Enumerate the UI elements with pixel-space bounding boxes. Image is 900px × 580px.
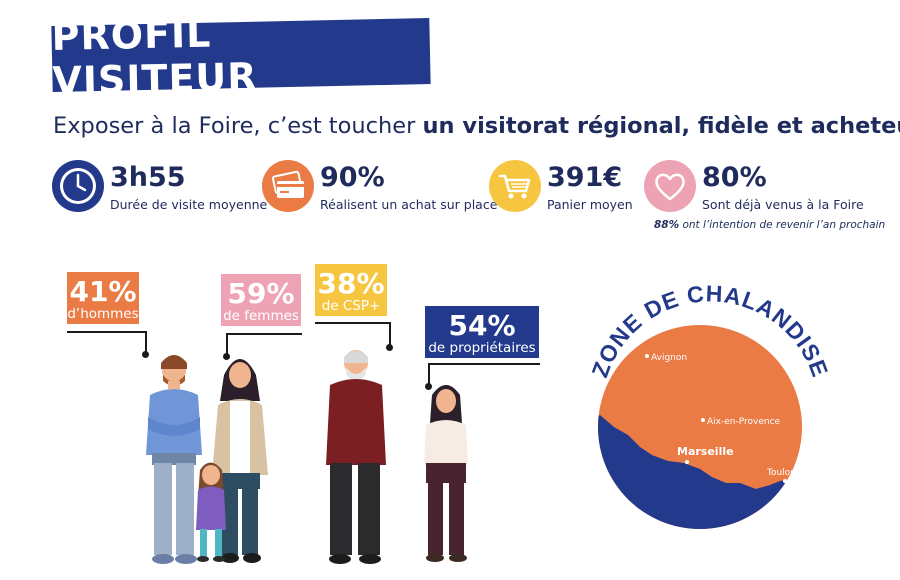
- leader-dot: [142, 351, 149, 358]
- young-woman-figure: [424, 385, 468, 562]
- heart-icon: [644, 160, 696, 212]
- girl-figure: [196, 462, 226, 562]
- stat-value: 391€: [547, 162, 623, 193]
- tag-percent: 41%: [69, 275, 137, 308]
- leader-line: [226, 333, 302, 357]
- shopping-cart-icon: [489, 160, 541, 212]
- stat-label: Durée de visite moyenne: [110, 197, 268, 212]
- woman-figure: [212, 359, 268, 563]
- tag-label: de femmes: [223, 308, 299, 324]
- tag-women: 59% de femmes: [221, 274, 301, 326]
- stat-value: 3h55: [110, 162, 186, 193]
- tag-percent: 38%: [317, 267, 385, 300]
- tag-label: de CSP+: [321, 298, 381, 314]
- tag-percent: 59%: [227, 277, 295, 310]
- tag-owners: 54% de propriétaires: [425, 306, 539, 358]
- visitors-illustration: [146, 350, 468, 564]
- city-marseille: Marseille: [677, 445, 734, 458]
- leader-dot: [223, 353, 230, 360]
- leader-dot: [425, 383, 432, 390]
- credit-card-icon: [262, 160, 314, 212]
- clock-icon: [52, 160, 104, 212]
- leader-dot: [386, 344, 393, 351]
- leader-line: [315, 322, 391, 348]
- subtitle: Exposer à la Foire, c’est toucher un vis…: [53, 113, 900, 139]
- stat-label: Panier moyen: [547, 197, 633, 212]
- leader-line: [428, 363, 540, 387]
- page-title: PROFIL VISITEUR: [51, 11, 258, 103]
- man-figure: [146, 355, 202, 564]
- leader-line: [67, 331, 147, 355]
- zone-map: ZONE DE CHALANDISE Avignon Aix-en-Proven…: [586, 280, 833, 529]
- city-aix: Aix-en-Provence: [707, 417, 781, 427]
- tag-csp: 38% de CSP+: [315, 264, 387, 316]
- tag-percent: 54%: [448, 309, 516, 342]
- stat-loyalty: 80% Sont déjà venus à la Foire: [644, 160, 864, 220]
- stat-label: Réalisent un achat sur place: [320, 197, 498, 212]
- stat-basket: 391€ Panier moyen: [489, 160, 639, 220]
- note-value: 88%: [654, 219, 680, 231]
- tag-label: d’hommes: [67, 306, 139, 322]
- city-avignon: Avignon: [651, 353, 687, 363]
- stat-visit-duration: 3h55 Durée de visite moyenne: [52, 160, 267, 220]
- tag-label: de propriétaires: [428, 340, 536, 356]
- title-banner: PROFIL VISITEUR: [51, 12, 431, 103]
- senior-man-figure: [326, 350, 386, 564]
- stat-label: Sont déjà venus à la Foire: [702, 197, 864, 212]
- stat-value: 80%: [702, 162, 767, 193]
- subtitle-prefix: Exposer à la Foire, c’est toucher: [53, 113, 423, 139]
- return-intent-note: 88% ont l’intention de revenir l’an proc…: [654, 219, 885, 231]
- note-text: ont l’intention de revenir l’an prochain: [679, 219, 886, 231]
- subtitle-bold: un visitorat régional, fidèle et acheteu…: [422, 113, 900, 139]
- tag-men: 41% d’hommes: [67, 272, 139, 324]
- stat-value: 90%: [320, 162, 385, 193]
- stat-purchase: 90% Réalisent un achat sur place: [262, 160, 497, 220]
- city-toulon: Toulon: [766, 468, 796, 478]
